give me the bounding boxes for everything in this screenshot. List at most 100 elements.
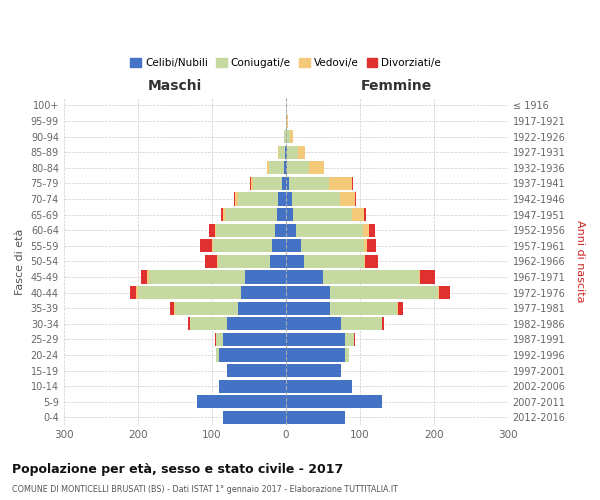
Bar	[286, 380, 352, 393]
Bar	[209, 224, 215, 237]
Bar	[286, 410, 345, 424]
Bar	[286, 395, 382, 408]
Bar	[175, 302, 238, 315]
Bar	[190, 317, 227, 330]
Bar	[215, 224, 216, 237]
Bar	[292, 192, 340, 205]
Bar	[397, 302, 398, 315]
Bar	[352, 176, 353, 190]
Bar	[323, 270, 419, 283]
Bar	[382, 317, 384, 330]
Bar	[284, 130, 286, 143]
Bar	[277, 208, 286, 221]
Bar	[290, 130, 293, 143]
Bar	[286, 224, 296, 237]
Bar	[301, 239, 364, 252]
Text: Popolazione per età, sesso e stato civile - 2017: Popolazione per età, sesso e stato civil…	[12, 462, 343, 475]
Bar	[286, 348, 345, 362]
Bar	[286, 302, 330, 315]
Bar	[352, 208, 364, 221]
Bar	[329, 176, 352, 190]
Bar	[200, 239, 212, 252]
Bar	[138, 286, 241, 299]
Bar	[330, 286, 437, 299]
Bar	[282, 176, 286, 190]
Bar	[218, 254, 269, 268]
Bar	[266, 161, 269, 174]
Bar	[253, 176, 282, 190]
Text: Maschi: Maschi	[148, 79, 202, 93]
Bar	[340, 192, 355, 205]
Bar	[215, 348, 219, 362]
Bar	[227, 364, 286, 377]
Bar	[217, 254, 218, 268]
Bar	[221, 208, 223, 221]
Y-axis label: Fasce di età: Fasce di età	[15, 228, 25, 294]
Bar	[286, 254, 304, 268]
Bar	[223, 410, 286, 424]
Bar	[279, 146, 285, 159]
Text: COMUNE DI MONTICELLI BRUSATI (BS) - Dati ISTAT 1° gennaio 2017 - Elaborazione TU: COMUNE DI MONTICELLI BRUSATI (BS) - Dati…	[12, 485, 398, 494]
Bar	[286, 270, 323, 283]
Bar	[287, 161, 310, 174]
Bar	[439, 286, 450, 299]
Bar	[330, 302, 397, 315]
Bar	[272, 239, 286, 252]
Bar	[149, 270, 245, 283]
Bar	[304, 254, 364, 268]
Bar	[364, 254, 365, 268]
Bar	[188, 317, 190, 330]
Bar	[216, 224, 275, 237]
Bar	[345, 348, 349, 362]
Bar	[286, 239, 301, 252]
Bar	[286, 114, 287, 128]
Bar	[235, 192, 238, 205]
Bar	[223, 208, 225, 221]
Bar	[205, 254, 217, 268]
Bar	[367, 239, 376, 252]
Bar	[286, 130, 290, 143]
Bar	[286, 146, 287, 159]
Bar	[238, 192, 278, 205]
Bar	[287, 114, 288, 128]
Bar	[148, 270, 149, 283]
Bar	[421, 270, 435, 283]
Bar	[227, 317, 286, 330]
Bar	[345, 332, 354, 346]
Bar	[289, 176, 329, 190]
Bar	[363, 224, 368, 237]
Bar	[286, 332, 345, 346]
Bar	[298, 146, 305, 159]
Bar	[197, 395, 286, 408]
Bar	[136, 286, 138, 299]
Bar	[223, 332, 286, 346]
Bar	[286, 161, 287, 174]
Bar	[398, 302, 403, 315]
Bar	[219, 380, 286, 393]
Bar	[368, 224, 374, 237]
Bar	[269, 161, 284, 174]
Bar	[286, 208, 293, 221]
Bar	[419, 270, 421, 283]
Bar	[355, 192, 356, 205]
Bar	[364, 208, 366, 221]
Bar	[437, 286, 439, 299]
Bar	[251, 176, 253, 190]
Bar	[250, 176, 251, 190]
Bar	[269, 254, 286, 268]
Bar	[275, 224, 286, 237]
Text: Femmine: Femmine	[361, 79, 433, 93]
Bar	[286, 317, 341, 330]
Bar	[215, 332, 223, 346]
Bar	[213, 239, 272, 252]
Bar	[354, 332, 355, 346]
Bar	[234, 192, 235, 205]
Bar	[286, 176, 289, 190]
Bar	[364, 239, 367, 252]
Bar	[286, 192, 292, 205]
Bar	[293, 208, 352, 221]
Bar	[285, 146, 286, 159]
Bar	[286, 286, 330, 299]
Bar	[130, 286, 136, 299]
Bar	[212, 239, 213, 252]
